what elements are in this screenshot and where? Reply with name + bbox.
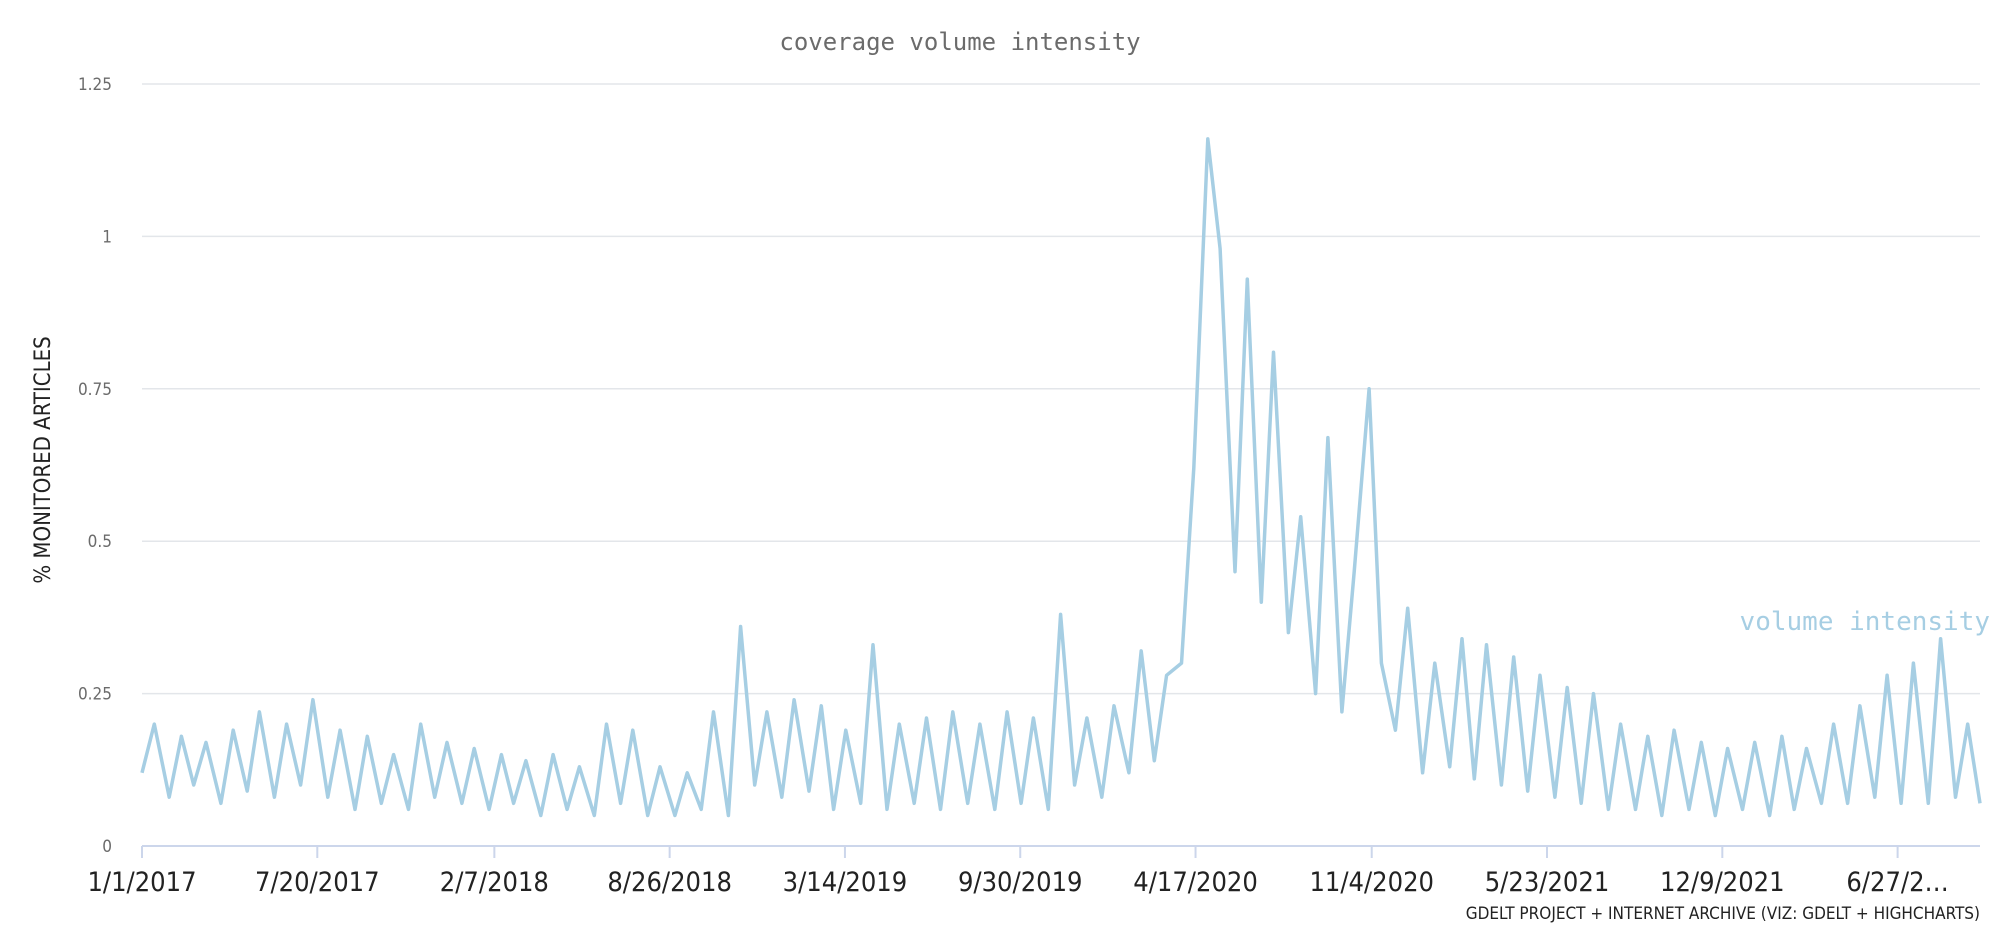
x-tick-label: 7/20/2017	[255, 867, 380, 898]
grid-lines	[142, 83, 1980, 695]
credit-label: GDELT PROJECT + INTERNET ARCHIVE (VIZ: G…	[1466, 904, 1980, 924]
y-tick-label: 0.25	[78, 685, 112, 705]
x-tick-label: 5/23/2021	[1485, 867, 1610, 898]
x-tick-label: 6/27/2…	[1846, 867, 1948, 898]
y-axis-label: % MONITORED ARTICLES	[31, 336, 56, 583]
y-axis-ticks: 0 0.25 0.5 0.75 1 1.25	[78, 75, 112, 857]
x-tick-label: 11/4/2020	[1309, 867, 1434, 898]
y-tick-label: 0.75	[78, 380, 112, 400]
series-line	[140, 137, 1982, 818]
x-tick-label: 1/1/2017	[87, 867, 196, 898]
x-axis-ticks: 1/1/2017 7/20/2017 2/7/2018 8/26/2018 3/14/2…	[87, 846, 1949, 898]
x-tick-label: 4/17/2020	[1133, 867, 1258, 898]
x-tick-label: 9/30/2019	[958, 867, 1083, 898]
series-label: volume intensity	[1740, 607, 1990, 637]
x-tick-label: 2/7/2018	[440, 867, 549, 898]
y-tick-label: 1	[102, 227, 112, 247]
y-tick-label: 1.25	[78, 75, 112, 95]
x-tick-label: 8/26/2018	[607, 867, 732, 898]
x-tick-label: 12/9/2021	[1660, 867, 1785, 898]
x-tick-label: 3/14/2019	[783, 867, 908, 898]
y-tick-label: 0	[102, 837, 112, 857]
chart-title: coverage volume intensity	[779, 28, 1140, 56]
y-tick-label: 0.5	[88, 532, 112, 552]
